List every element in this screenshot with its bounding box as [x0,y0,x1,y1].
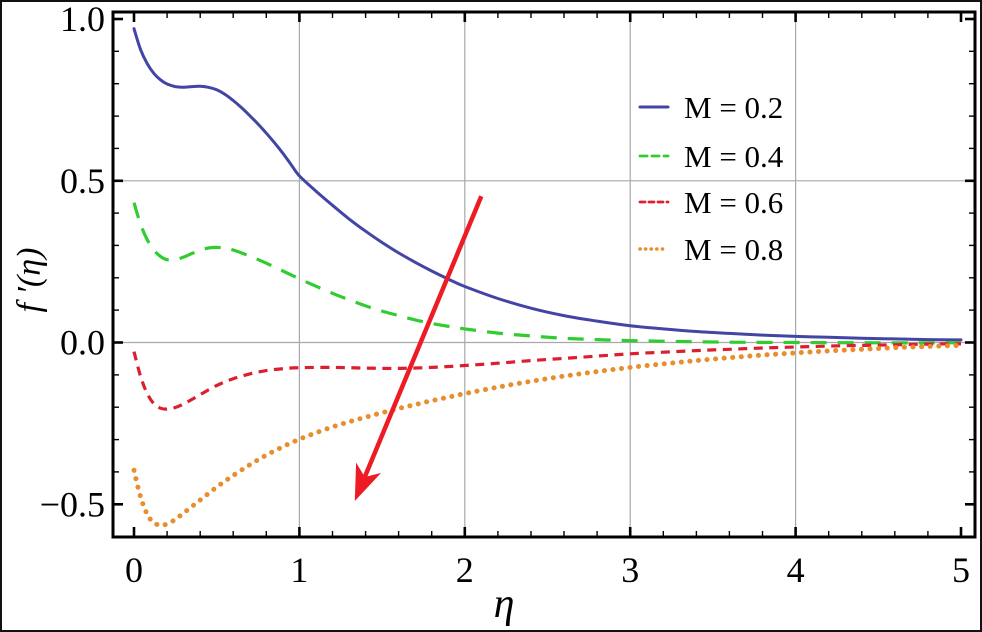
y-tick-label-1.0: 1.0 [60,2,105,39]
y-axis-label: f ′(η) [11,248,48,313]
arrow-shaft [362,195,484,478]
x-axis-label: η [494,581,515,627]
tick-labels: 0 1 2 3 4 5 1.0 0.5 0.0 −0.5 [40,2,970,590]
y-tick-label-−0.5: −0.5 [40,484,105,524]
gridlines [113,12,975,537]
y-tick-label-0.5: 0.5 [60,161,105,201]
x-tick-label-2: 2 [456,550,474,590]
x-tick-label-4: 4 [787,550,805,590]
y-tick-label-0.0: 0.0 [60,323,105,363]
x-tick-label-3: 3 [621,550,639,590]
legend: M = 0.2 M = 0.4 M = 0.6 M = 0.8 [638,90,784,267]
legend-label-4: M = 0.8 [684,232,783,267]
curve-M=0.2 [132,27,963,342]
curve-M=0.8 [131,342,964,528]
legend-label-1: M = 0.2 [684,90,783,125]
x-tick-label-0: 0 [125,550,143,590]
curves [131,27,964,528]
ticks [114,13,974,536]
curve-M=0.4 [132,202,962,345]
legend-label-2: M = 0.4 [684,139,784,174]
decrease-arrow [354,195,484,501]
x-tick-label-5: 5 [952,550,970,590]
x-tick-label-1: 1 [290,550,308,590]
curve-M=0.6 [132,342,962,411]
plot-frame [111,10,977,539]
legend-label-3: M = 0.6 [684,185,783,220]
arrow-head [354,462,382,501]
